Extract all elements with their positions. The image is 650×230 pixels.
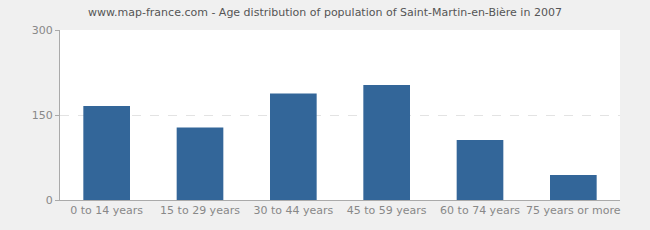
svg-text:60 to 74 years: 60 to 74 years [440,204,520,217]
svg-text:0 to 14 years: 0 to 14 years [70,204,143,217]
svg-text:15 to 29 years: 15 to 29 years [160,204,240,217]
svg-text:300: 300 [32,24,53,37]
svg-text:75 years or more: 75 years or more [526,204,621,217]
svg-text:150: 150 [32,109,53,122]
svg-text:45 to 59 years: 45 to 59 years [347,204,427,217]
svg-text:www.map-france.com - Age distr: www.map-france.com - Age distribution of… [88,6,562,19]
svg-text:30 to 44 years: 30 to 44 years [253,204,333,217]
svg-text:0: 0 [46,194,53,207]
